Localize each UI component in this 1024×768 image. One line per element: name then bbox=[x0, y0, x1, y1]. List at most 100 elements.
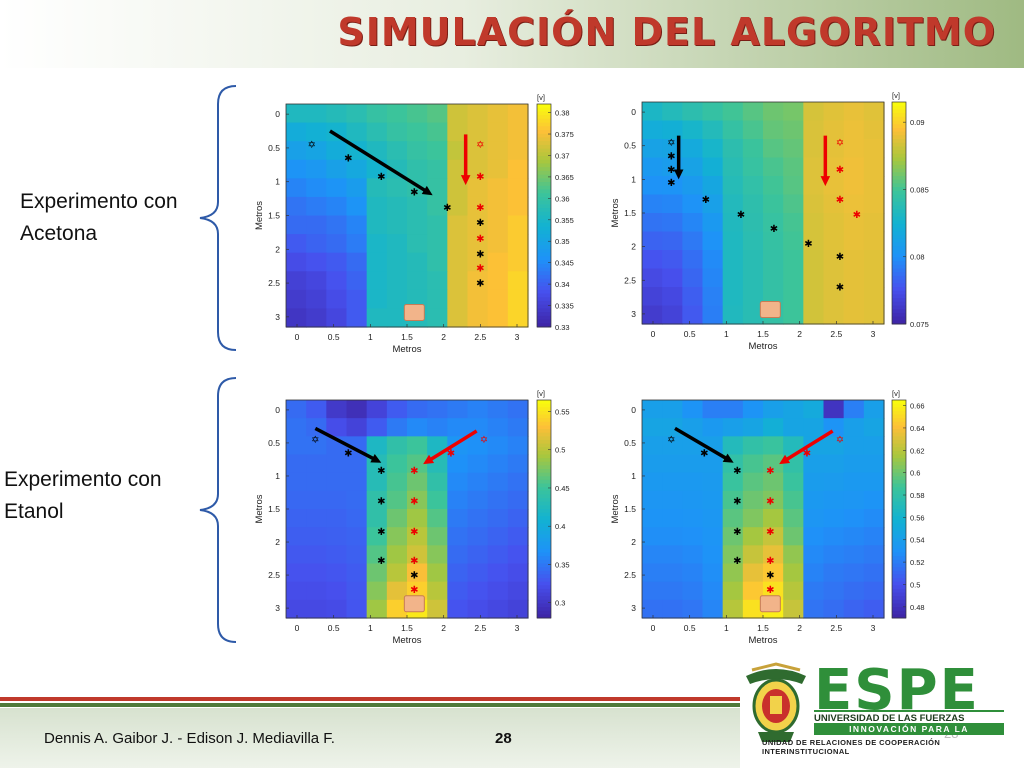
heatmap-cell bbox=[286, 418, 307, 437]
heatmap-cell bbox=[742, 545, 764, 565]
heatmap-cell bbox=[783, 527, 804, 546]
robot-marker: ✱ bbox=[447, 448, 455, 459]
heatmap-cell bbox=[783, 120, 804, 140]
heatmap-cell bbox=[407, 141, 428, 161]
colorbar-segment bbox=[892, 146, 906, 151]
arrow-head bbox=[722, 453, 734, 463]
heatmap-cell bbox=[682, 581, 704, 601]
heatmap-cell bbox=[843, 436, 865, 456]
heatmap-cell bbox=[467, 436, 489, 456]
heatmap-cell bbox=[366, 472, 388, 492]
heatmap-cell bbox=[326, 289, 348, 310]
heatmap-cell bbox=[783, 287, 804, 307]
x-tick-label: 2 bbox=[441, 332, 446, 342]
robot-marker: ✱ bbox=[410, 571, 418, 582]
footer-divider-red bbox=[0, 697, 740, 701]
heatmap-cell bbox=[702, 268, 724, 288]
x-tick-label: 0.5 bbox=[328, 332, 340, 342]
footer-page-number: 28 bbox=[495, 730, 512, 747]
heatmap-cell bbox=[427, 252, 448, 272]
heatmap-cell bbox=[843, 581, 865, 601]
colorbar-segment bbox=[537, 137, 551, 142]
heatmap-cell bbox=[722, 563, 744, 583]
heatmap-cell bbox=[843, 287, 865, 307]
direction-arrow bbox=[329, 129, 427, 193]
colorbar-segment bbox=[892, 268, 906, 273]
colorbar-segment bbox=[537, 498, 551, 503]
robot-marker: ✱ bbox=[443, 203, 451, 214]
heatmap-cell bbox=[487, 527, 509, 546]
colorbar-segment bbox=[892, 172, 906, 177]
colorbar-tick-label: 0.35 bbox=[555, 560, 570, 569]
colorbar-segment bbox=[892, 436, 906, 441]
heatmap-cell bbox=[507, 252, 529, 272]
colorbar-segment bbox=[892, 216, 906, 221]
heatmap-cell bbox=[682, 400, 704, 419]
heatmap-cell bbox=[507, 271, 529, 291]
heatmap-cell bbox=[447, 400, 469, 419]
heatmap-cell bbox=[326, 308, 348, 328]
heatmap-cell bbox=[447, 545, 469, 565]
heatmap-cell bbox=[823, 599, 845, 619]
colorbar-segment bbox=[537, 267, 551, 272]
heatmap-cell bbox=[447, 159, 469, 179]
heatmap-cell bbox=[407, 454, 428, 474]
colorbar-segment bbox=[892, 599, 906, 604]
heatmap-cell bbox=[366, 196, 388, 217]
heatmap-cell bbox=[286, 527, 307, 546]
heatmap-cell bbox=[447, 599, 469, 619]
heatmap-cell bbox=[702, 436, 724, 456]
heatmap-cell bbox=[386, 599, 408, 619]
heatmap-cell bbox=[346, 215, 368, 235]
colorbar-tick-label: 0.5 bbox=[555, 446, 565, 455]
colorbar-segment bbox=[537, 174, 551, 179]
heatmap-cell bbox=[863, 231, 885, 251]
colorbar-segment bbox=[537, 574, 551, 579]
heatmap-cell bbox=[783, 157, 804, 177]
robot-marker: ✡ bbox=[836, 435, 844, 446]
heatmap-cell bbox=[427, 104, 448, 124]
colorbar-segment bbox=[892, 476, 906, 481]
colorbar-tick-label: 0.075 bbox=[910, 320, 929, 329]
y-tick-label: 0.5 bbox=[268, 438, 280, 448]
heatmap-cell bbox=[487, 289, 509, 310]
colorbar-segment bbox=[892, 102, 906, 107]
gas-source-box bbox=[403, 595, 425, 613]
robot-marker: ✱ bbox=[733, 527, 741, 538]
heatmap-cell bbox=[346, 490, 368, 510]
heatmap-cell bbox=[803, 545, 825, 565]
heatmap-cell bbox=[306, 545, 327, 565]
heatmap-cell bbox=[763, 527, 784, 546]
colorbar-segment bbox=[892, 487, 906, 492]
heatmap-cell bbox=[722, 581, 744, 601]
heatmap-cell bbox=[366, 234, 388, 254]
colorbar-segment bbox=[537, 563, 551, 568]
heatmap-cell bbox=[286, 252, 307, 272]
footer-authors: Dennis A. Gaibor J. - Edison J. Mediavil… bbox=[44, 730, 335, 747]
colorbar-segment bbox=[537, 545, 551, 550]
colorbar-segment bbox=[892, 505, 906, 510]
colorbar-segment bbox=[892, 574, 906, 579]
heatmap-cell bbox=[467, 234, 489, 254]
heatmap-cell bbox=[326, 581, 348, 601]
colorbar-segment bbox=[537, 443, 551, 448]
heatmap-cell bbox=[427, 178, 448, 198]
heatmap-cell bbox=[366, 308, 388, 328]
colorbar-segment bbox=[537, 312, 551, 317]
heatmap-cell bbox=[863, 527, 885, 546]
title-bar bbox=[0, 0, 1024, 68]
heatmap-cell bbox=[346, 563, 368, 583]
colorbar-segment bbox=[892, 312, 906, 318]
heatmap-cell bbox=[742, 231, 764, 251]
colorbar-segment bbox=[537, 439, 551, 445]
heatmap-cell bbox=[742, 490, 764, 510]
colorbar-segment bbox=[537, 252, 551, 257]
heatmap-cell bbox=[863, 454, 885, 474]
robot-marker: ✱ bbox=[667, 178, 675, 189]
y-tick-label: 2 bbox=[275, 537, 280, 547]
colorbar-tick-label: 0.45 bbox=[555, 484, 570, 493]
colorbar-segment bbox=[892, 450, 906, 455]
y-axis-label: Metros bbox=[610, 198, 621, 227]
direction-arrow bbox=[785, 429, 834, 461]
heatmap-cell bbox=[642, 231, 663, 251]
